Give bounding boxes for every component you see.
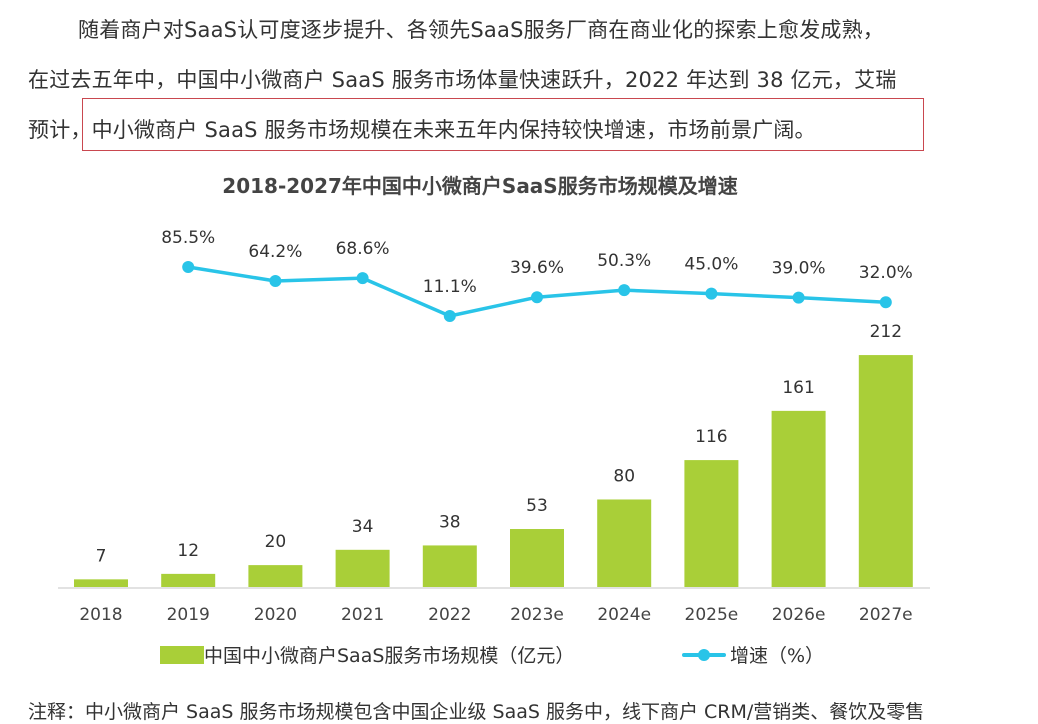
x-tick-label: 2020 [254, 605, 297, 625]
growth-value-label: 32.0% [859, 263, 913, 283]
chart-title: 2018-2027年中国中小微商户SaaS服务市场规模及增速 [222, 174, 738, 198]
x-tick-label: 2018 [79, 605, 122, 625]
bar-value-label: 38 [439, 512, 461, 532]
footnote: 注释：中小微商户 SaaS 服务市场规模包含中国企业级 SaaS 服务中，线下商… [28, 701, 925, 723]
bar-value-label: 20 [265, 532, 287, 552]
growth-point [443, 310, 456, 322]
x-tick-label: 2021 [341, 605, 384, 625]
highlighted-sentence: 中小微商户 SaaS 服务市场规模在未来五年内保持较快增速，市场前景广阔。 [91, 118, 816, 142]
x-tick-label: 2019 [167, 605, 210, 625]
legend-line-swatch [682, 646, 726, 664]
growth-point [531, 291, 543, 304]
growth-value-label: 50.3% [597, 251, 651, 271]
growth-value-label: 39.0% [772, 259, 826, 279]
legend-bar-label: 中国中小微商户SaaS服务市场规模（亿元） [204, 645, 575, 667]
bar [597, 499, 652, 587]
growth-value-label: 85.5% [161, 228, 215, 248]
bar [858, 355, 913, 587]
bar [248, 565, 303, 587]
growth-value-label: 39.6% [510, 258, 564, 278]
bar [510, 529, 564, 587]
growth-value-label: 64.2% [248, 242, 302, 262]
bar-value-label: 80 [613, 466, 635, 486]
x-tick-label: 2027e [859, 605, 913, 625]
bar [335, 549, 390, 587]
bar-value-label: 161 [782, 378, 814, 398]
bar-value-label: 34 [352, 517, 374, 537]
growth-point [618, 284, 631, 297]
paragraph-line-3: 预计，中小微商户 SaaS 服务市场规模在未来五年内保持较快增速，市场前景广阔。 [28, 114, 816, 144]
legend-line: 增速（%） [682, 641, 824, 668]
bar-value-label: 53 [526, 496, 548, 516]
growth-value-label: 68.6% [336, 239, 390, 259]
growth-value-label: 11.1% [423, 277, 477, 297]
growth-point [879, 296, 892, 309]
growth-point [182, 260, 195, 273]
bar-value-label: 116 [695, 427, 727, 447]
x-tick-label: 2022 [428, 605, 471, 625]
line3-prefix: 预计， [28, 118, 92, 142]
x-tick-label: 2023e [510, 605, 564, 625]
bar [422, 545, 477, 587]
bar [161, 573, 216, 587]
legend-line-label: 增速（%） [730, 645, 825, 667]
x-tick-label: 2025e [685, 605, 739, 625]
bar [771, 410, 826, 587]
bar-value-label: 212 [870, 322, 902, 342]
legend-bar: 中国中小微商户SaaS服务市场规模（亿元） [160, 641, 574, 668]
highlight-box [82, 98, 924, 151]
bar-value-label: 7 [96, 546, 107, 566]
growth-point [792, 291, 805, 304]
bar [74, 579, 128, 587]
growth-point [356, 272, 369, 285]
x-tick-label: 2026e [772, 605, 826, 625]
bar [684, 460, 739, 587]
paragraph-line-1: 随着商户对SaaS认可度逐步提升、各领先SaaS服务厂商在商业化的探索上愈发成熟… [78, 18, 884, 42]
growth-point [705, 287, 718, 300]
paragraph-line-2: 在过去五年中，中国中小微商户 SaaS 服务市场体量快速跃升，2022 年达到 … [28, 68, 897, 92]
x-tick-label: 2024e [597, 605, 651, 625]
legend-bar-swatch [160, 646, 204, 664]
growth-point [269, 275, 282, 288]
growth-value-label: 45.0% [684, 255, 738, 275]
bar-value-label: 12 [177, 541, 199, 561]
